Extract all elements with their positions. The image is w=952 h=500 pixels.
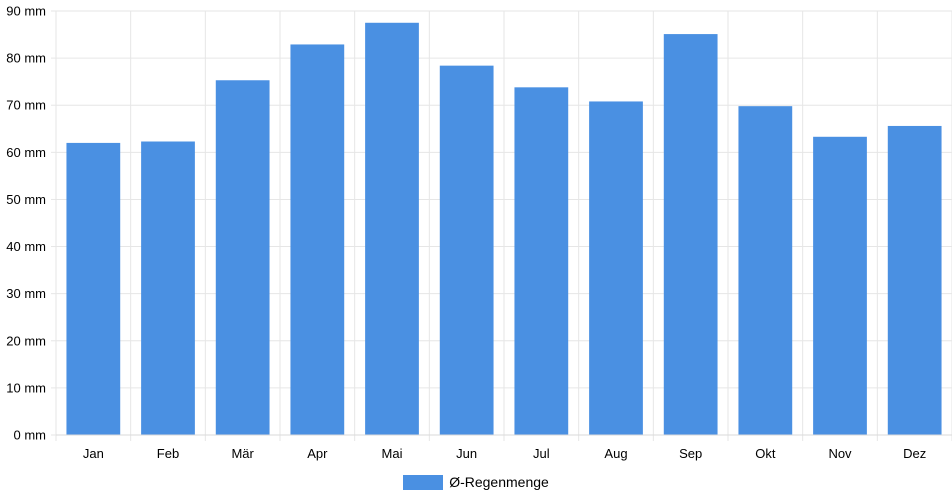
- x-tick-label: Jan: [83, 446, 104, 461]
- x-tick-label: Apr: [307, 446, 328, 461]
- bar-dez[interactable]: [887, 125, 942, 435]
- x-tick-label: Jul: [533, 446, 550, 461]
- bar-jun[interactable]: [439, 65, 494, 435]
- bar-okt[interactable]: [738, 106, 793, 436]
- bars: [66, 22, 942, 436]
- legend-label: Ø-Regenmenge: [449, 474, 549, 490]
- bar-sep[interactable]: [663, 34, 718, 436]
- y-tick-label: 50 mm: [6, 192, 46, 207]
- bar-apr[interactable]: [290, 44, 345, 436]
- bar-jan[interactable]: [66, 142, 121, 435]
- y-tick-label: 60 mm: [6, 145, 46, 160]
- y-tick-label: 30 mm: [6, 286, 46, 301]
- x-tick-label: Jun: [456, 446, 477, 461]
- bar-nov[interactable]: [813, 136, 867, 435]
- x-tick-label: Feb: [157, 446, 179, 461]
- bar-mär[interactable]: [215, 80, 270, 436]
- y-tick-labels: 0 mm 10 mm 20 mm 30 mm 40 mm 50 mm 60 mm 70 mm 8…: [6, 4, 46, 443]
- y-tick-label: 90 mm: [6, 4, 46, 19]
- x-tick-label: Sep: [679, 446, 702, 461]
- x-tick-label: Dez: [903, 446, 926, 461]
- y-tick-label: 10 mm: [6, 380, 46, 395]
- bar-jul[interactable]: [514, 87, 569, 435]
- legend[interactable]: Ø-Regenmenge: [0, 470, 952, 494]
- y-tick-label: 70 mm: [6, 98, 46, 113]
- x-tick-label: Okt: [755, 446, 776, 461]
- x-tick-labels: Jan Feb Mär Apr Mai Jun Jul Aug Sep Okt Nov Dez: [83, 446, 926, 461]
- y-tick-label: 80 mm: [6, 51, 46, 66]
- x-tick-label: Mär: [231, 446, 254, 461]
- bar-mai[interactable]: [365, 22, 419, 436]
- x-tick-label: Aug: [604, 446, 627, 461]
- bar-aug[interactable]: [589, 101, 643, 435]
- x-tick-label: Mai: [382, 446, 403, 461]
- y-tick-label: 0 mm: [14, 428, 47, 443]
- bar-feb[interactable]: [141, 141, 195, 435]
- x-tick-label: Nov: [828, 446, 852, 461]
- x-gridlines: [55, 11, 952, 441]
- y-tick-label: 20 mm: [6, 333, 46, 348]
- y-tick-label: 40 mm: [6, 239, 46, 254]
- legend-swatch: [403, 474, 444, 490]
